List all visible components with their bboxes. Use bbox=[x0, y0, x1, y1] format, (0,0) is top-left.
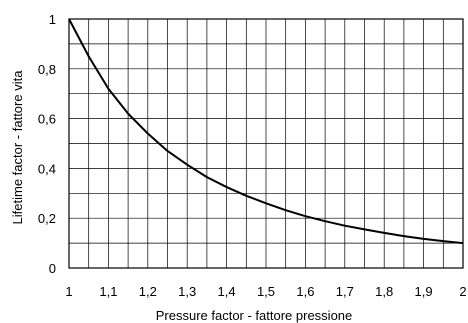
y-tick-label: 0 bbox=[49, 261, 56, 276]
x-tick-label: 1,2 bbox=[139, 284, 157, 299]
y-tick-label: 1 bbox=[49, 12, 56, 27]
x-tick-label: 1,8 bbox=[375, 284, 393, 299]
grid-lines bbox=[68, 18, 464, 269]
x-tick-label: 1,1 bbox=[99, 284, 117, 299]
x-tick-label: 1,5 bbox=[257, 284, 275, 299]
x-tick-label: 1,9 bbox=[415, 284, 433, 299]
x-axis-title: Pressure factor - fattore pressione bbox=[156, 308, 353, 323]
x-tick-label: 1 bbox=[65, 284, 72, 299]
y-axis-title: Lifetime factor - fattore vita bbox=[10, 70, 25, 225]
y-tick-label: 0,4 bbox=[38, 161, 56, 176]
y-tick-label: 0,8 bbox=[38, 62, 56, 77]
x-tick-label: 2 bbox=[459, 284, 466, 299]
x-tick-label: 1,3 bbox=[178, 284, 196, 299]
x-tick-label: 1,6 bbox=[296, 284, 314, 299]
y-tick-labels: 0 0,2 0,4 0,6 0,8 1 bbox=[38, 12, 56, 276]
plot-frame bbox=[68, 18, 464, 269]
series-line bbox=[68, 18, 464, 245]
x-tick-label: 1,7 bbox=[336, 284, 354, 299]
x-tick-label: 1,4 bbox=[218, 284, 236, 299]
x-tick-labels: 1 1,1 1,2 1,3 1,4 1,5 1,6 1,7 1,8 1,9 2 bbox=[65, 284, 466, 299]
y-tick-label: 0,6 bbox=[38, 112, 56, 127]
y-tick-label: 0,2 bbox=[38, 211, 56, 226]
series-lines bbox=[68, 18, 464, 245]
